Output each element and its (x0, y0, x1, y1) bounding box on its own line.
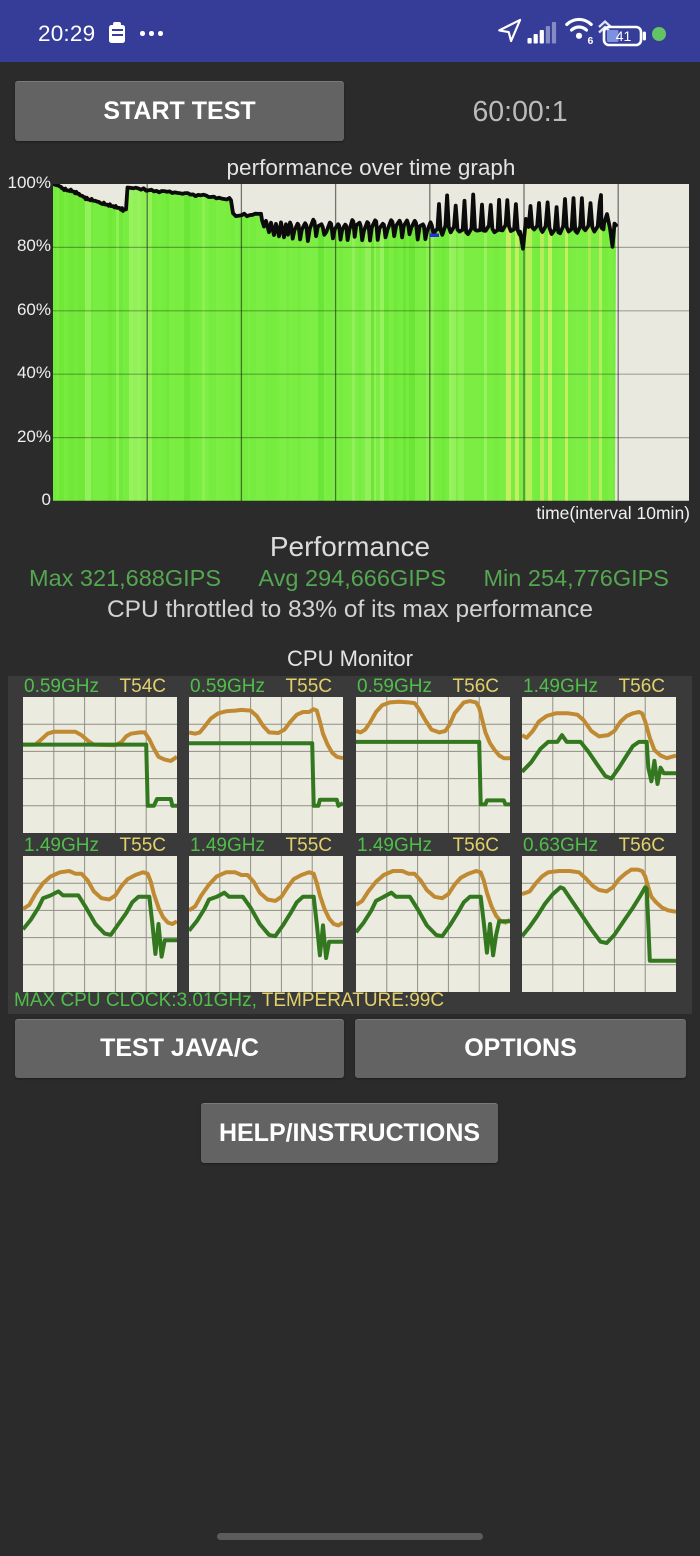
svg-text:6: 6 (588, 35, 594, 45)
svg-text:41: 41 (616, 28, 632, 44)
